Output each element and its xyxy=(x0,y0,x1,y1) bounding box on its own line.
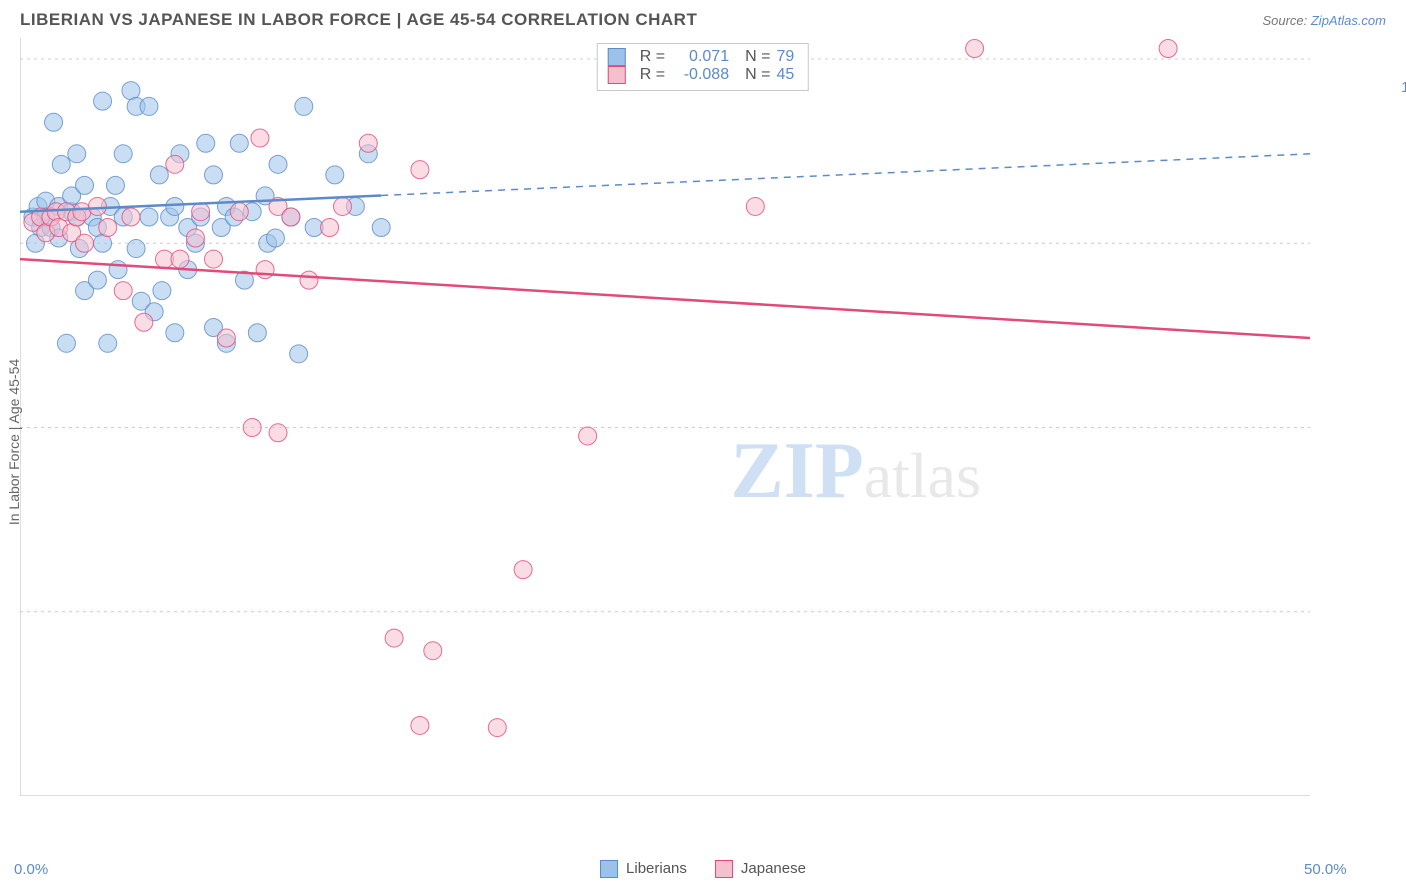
x-tick-label: 50.0% xyxy=(1304,861,1347,878)
legend-item-japanese: Japanese xyxy=(715,860,806,878)
plot-area: In Labor Force | Age 45-54 ZIPatlas R = … xyxy=(20,38,1386,846)
source-link[interactable]: ZipAtlas.com xyxy=(1311,13,1386,28)
scatter-chart-svg xyxy=(20,38,1310,796)
y-tick-label: 100.0% xyxy=(1401,79,1406,96)
stats-row-liberians: R = 0.071 N = 79 xyxy=(608,48,794,66)
chart-container: LIBERIAN VS JAPANESE IN LABOR FORCE | AG… xyxy=(10,10,1396,882)
chart-title: LIBERIAN VS JAPANESE IN LABOR FORCE | AG… xyxy=(20,10,697,30)
x-tick-label: 0.0% xyxy=(14,861,48,878)
header: LIBERIAN VS JAPANESE IN LABOR FORCE | AG… xyxy=(10,10,1396,38)
y-axis-label: In Labor Force | Age 45-54 xyxy=(6,359,22,525)
swatch-liberians xyxy=(608,48,626,66)
source-attribution: Source: ZipAtlas.com xyxy=(1262,12,1386,30)
series-legend: Liberians Japanese xyxy=(600,860,806,878)
swatch-japanese xyxy=(608,66,626,84)
stats-row-japanese: R = -0.088 N = 45 xyxy=(608,66,794,84)
stats-legend: R = 0.071 N = 79 R = -0.088 N = 45 xyxy=(597,43,809,91)
legend-item-liberians: Liberians xyxy=(600,860,687,878)
